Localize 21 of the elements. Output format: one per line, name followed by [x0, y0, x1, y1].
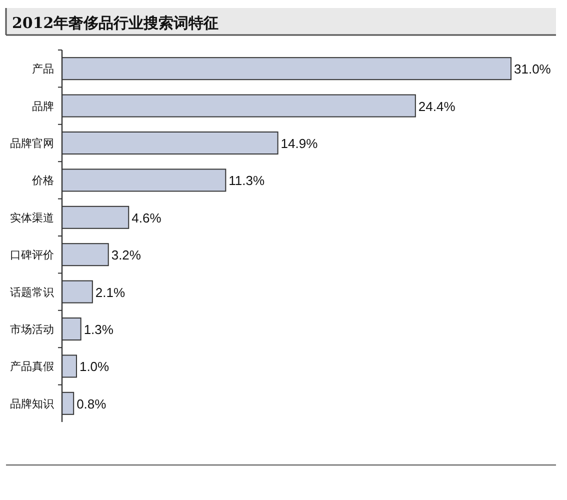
y-tick-label: 口碑评价: [10, 250, 54, 262]
data-label: 24.4%: [418, 98, 456, 114]
y-tick-label: 产品: [32, 62, 54, 76]
y-tick-label: 品牌官网: [10, 137, 54, 150]
data-label: 14.9%: [280, 136, 318, 151]
data-label: 3.2%: [111, 248, 142, 263]
data-label: 11.3%: [228, 173, 266, 188]
y-tick-label: 品牌: [32, 100, 54, 113]
y-tick-label: 产品真假: [10, 360, 54, 374]
y-tick-label: 价格: [31, 175, 54, 188]
y-tick-label: 市场活动: [10, 323, 54, 336]
data-label: 0.8%: [76, 396, 107, 412]
data-label: 31.0%: [514, 62, 552, 77]
y-tick-label: 品牌知识: [10, 398, 54, 410]
data-label: 1.0%: [79, 359, 110, 374]
y-tick-label: 实体渠道: [10, 211, 54, 224]
data-label: 4.6%: [132, 210, 162, 226]
y-tick-label: 话题常识: [10, 286, 54, 299]
data-label: 1.3%: [84, 322, 114, 337]
data-label: 2.1%: [95, 284, 126, 300]
chart-title: 2012年奢侈品行业搜索词特征: [12, 14, 219, 32]
